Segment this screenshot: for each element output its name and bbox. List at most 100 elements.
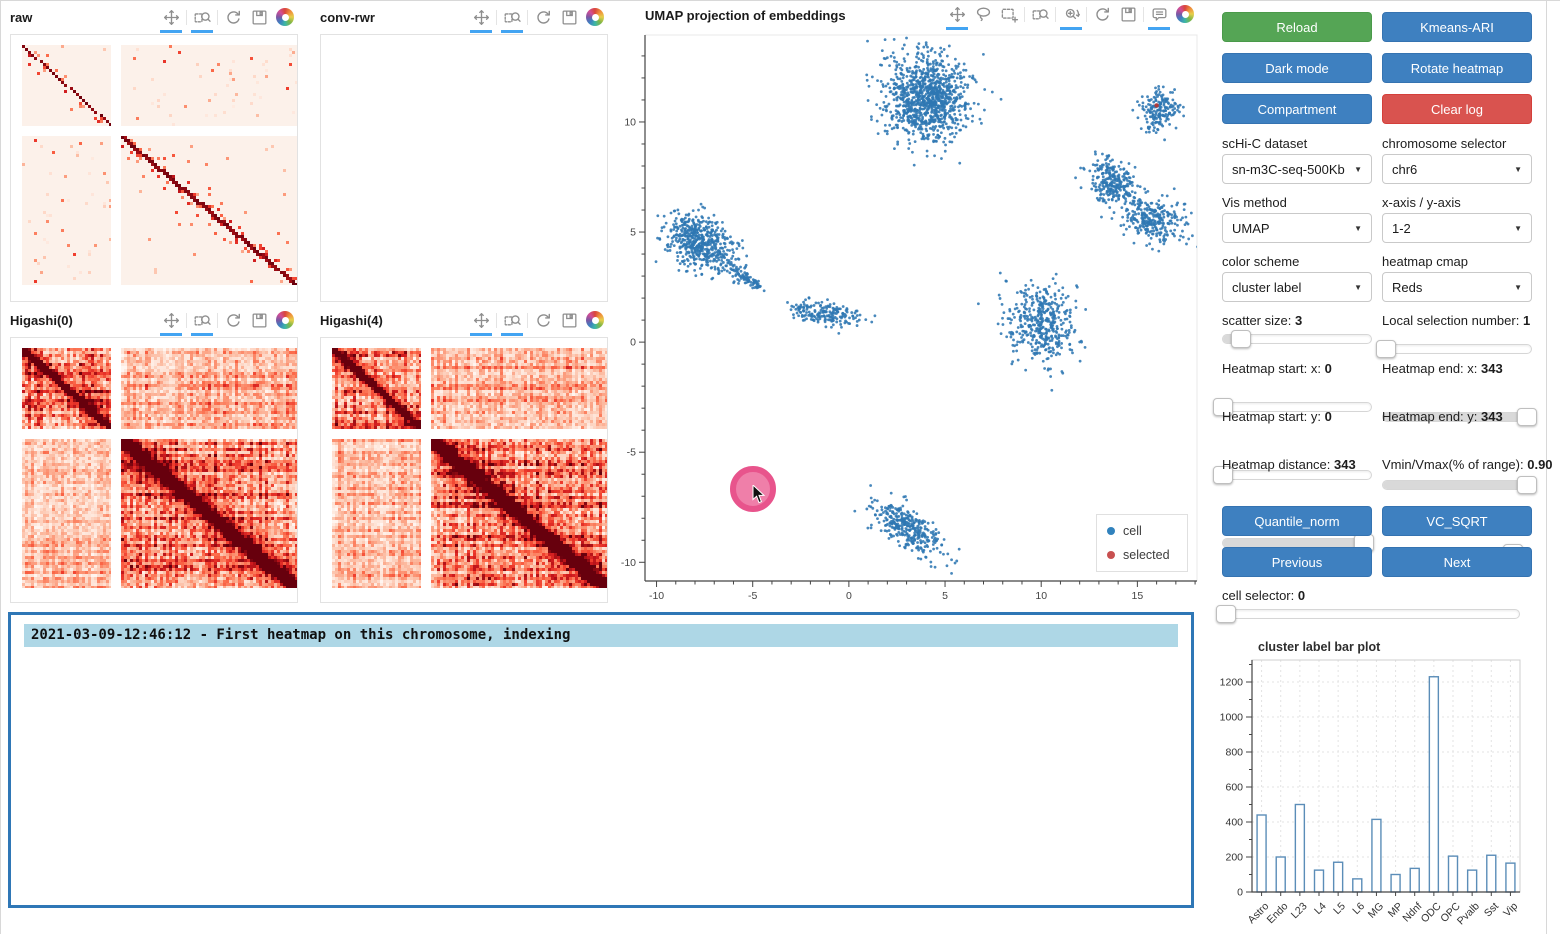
box-select-icon[interactable] [996,2,1022,26]
reset-icon[interactable] [530,308,556,332]
logo-icon[interactable] [272,308,298,332]
dataset-select-value: sn-m3C-seq-500Kb [1232,161,1345,177]
pan-icon[interactable] [468,308,494,336]
cell-selector-slider[interactable] [1215,605,1520,623]
pan-icon[interactable] [468,5,494,33]
dataset-select[interactable]: sn-m3C-seq-500Kb ▼ [1222,154,1372,184]
next-button[interactable]: Next [1382,547,1532,577]
legend-label-cell: cell [1123,524,1142,538]
kmeans-ari-button[interactable]: Kmeans-ARI [1382,12,1532,42]
slider-thumb[interactable] [1230,330,1251,348]
box-zoom-icon[interactable] [499,5,525,33]
compartment-button[interactable]: Compartment [1222,94,1372,124]
heatmap-quadrant[interactable] [332,439,421,588]
heatmap-start-y-slider[interactable] [1213,466,1372,484]
bokeh-logo-icon [1176,5,1194,23]
vis-method-select[interactable]: UMAP ▼ [1222,213,1372,243]
save-icon[interactable] [246,308,272,332]
slider-thumb[interactable] [1213,398,1233,416]
toolbar-higashi4 [468,308,608,336]
bar-plot-title: cluster label bar plot [1258,640,1381,654]
lasso-icon[interactable] [970,2,996,26]
bokeh-logo-icon [276,311,294,329]
heatmap-quadrant[interactable] [121,45,297,126]
heatmap-quadrant[interactable] [121,348,297,429]
heatmap-quadrant[interactable] [22,45,111,126]
scatter-size-slider[interactable] [1222,330,1372,348]
panel-title-raw: raw [10,9,33,25]
quantile-norm-button[interactable]: Quantile_norm [1222,506,1372,536]
panel-header-raw: raw [10,4,298,33]
legend-item-cell[interactable]: cell [1107,524,1177,538]
box-zoom-icon[interactable] [189,308,215,336]
rotate-heatmap-button[interactable]: Rotate heatmap [1382,53,1532,83]
heatmap-plot-higashi4[interactable] [320,337,608,603]
logo-icon[interactable] [1172,2,1198,26]
log-console[interactable]: 2021-03-09-12:46:12 - First heatmap on t… [8,612,1194,908]
chromosome-select[interactable]: chr6 ▼ [1382,154,1532,184]
heatmap-quadrant[interactable] [22,439,111,588]
pan-icon[interactable] [158,308,184,336]
toolbar-higashi0 [158,308,298,336]
window-top-border [0,0,1560,1]
clear-log-button[interactable]: Clear log [1382,94,1532,124]
box-zoom-icon[interactable] [499,308,525,336]
slider-thumb[interactable] [1215,605,1236,623]
vc-sqrt-button[interactable]: VC_SQRT [1382,506,1532,536]
reload-button[interactable]: Reload [1222,12,1372,42]
toolbar-divider [217,9,218,25]
cluster-bar-plot[interactable] [1215,656,1547,934]
save-icon[interactable] [556,5,582,29]
heatmap-cmap-select[interactable]: Reds ▼ [1382,272,1532,302]
heatmap-start-x-label: Heatmap start: x: 0 [1222,361,1332,376]
panel-header-conv-rwr: conv-rwr [320,4,608,33]
previous-button[interactable]: Previous [1222,547,1372,577]
color-scheme-select[interactable]: cluster label ▼ [1222,272,1372,302]
reset-icon[interactable] [530,5,556,29]
slider-thumb[interactable] [1375,340,1396,358]
cell-dot-icon [1107,527,1115,535]
heatmap-quadrant[interactable] [121,136,297,285]
umap-scatter-plot[interactable] [613,26,1213,606]
logo-icon[interactable] [582,308,608,332]
reset-icon[interactable] [1089,2,1115,26]
slider-thumb[interactable] [1516,476,1537,494]
heatmap-quadrant[interactable] [22,348,111,429]
heatmap-quadrant[interactable] [332,348,421,429]
heatmap-quadrant[interactable] [431,439,607,588]
heatmap-plot-raw[interactable] [10,34,298,302]
legend-item-selected[interactable]: selected [1107,548,1177,562]
heatmap-quadrant[interactable] [431,348,607,429]
toolbar-divider [217,312,218,328]
axis-pair-select[interactable]: 1-2 ▼ [1382,213,1532,243]
chevron-down-icon: ▼ [1354,223,1362,233]
hover-icon[interactable] [1146,2,1172,30]
heatmap-start-x-slider[interactable] [1213,398,1372,416]
save-icon[interactable] [1115,2,1141,26]
heatmap-start-y-label: Heatmap start: y: 0 [1222,409,1332,424]
reset-icon[interactable] [220,5,246,29]
heatmap-end-x-label: Heatmap end: x: 343 [1382,361,1503,376]
pan-icon[interactable] [158,5,184,33]
heatmap-plot-conv-rwr[interactable] [320,34,608,302]
heatmap-quadrant[interactable] [121,439,297,588]
box-zoom-icon[interactable] [189,5,215,33]
slider-thumb[interactable] [1516,408,1537,426]
heatmap-quadrant[interactable] [22,136,111,285]
heatmap-end-x-slider[interactable] [1382,408,1537,426]
box-zoom-icon[interactable] [1027,2,1053,26]
reset-icon[interactable] [220,308,246,332]
pan-icon[interactable] [944,2,970,30]
logo-icon[interactable] [272,5,298,29]
save-icon[interactable] [246,5,272,29]
slider-thumb[interactable] [1213,466,1233,484]
dark-mode-button[interactable]: Dark mode [1222,53,1372,83]
chevron-down-icon: ▼ [1514,223,1522,233]
chevron-down-icon: ▼ [1354,164,1362,174]
heatmap-end-y-slider[interactable] [1382,476,1537,494]
heatmap-plot-higashi0[interactable] [10,337,298,603]
wheel-zoom-icon[interactable] [1058,2,1084,30]
logo-icon[interactable] [582,5,608,29]
save-icon[interactable] [556,308,582,332]
local-selection-slider[interactable] [1375,340,1532,358]
